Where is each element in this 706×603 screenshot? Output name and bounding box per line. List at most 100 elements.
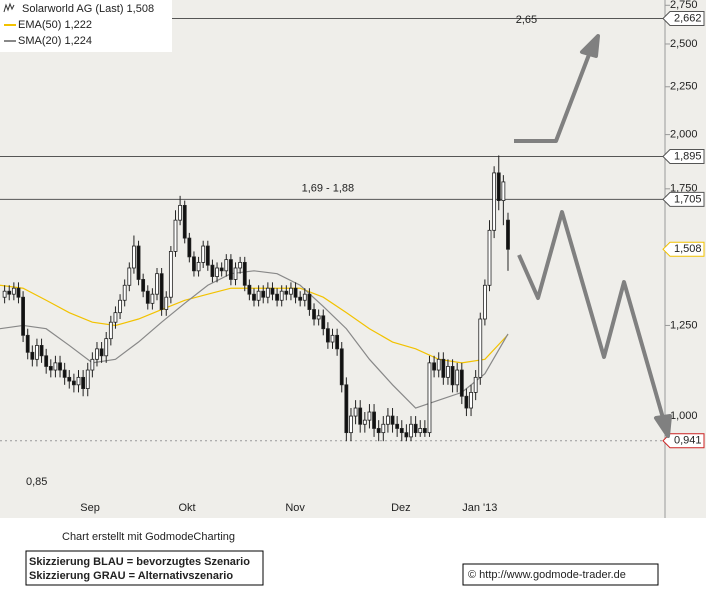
x-tick-label: Okt: [178, 502, 195, 514]
candle-body: [422, 428, 427, 434]
price-marker: [662, 10, 705, 26]
candle-body: [362, 419, 367, 425]
candle-body: [118, 299, 122, 314]
candle-body: [67, 376, 72, 382]
copyright: © http://www.godmode-trader.de: [468, 569, 626, 581]
candle-body: [132, 245, 136, 269]
y-tick-label: 2,750: [670, 0, 698, 11]
candle-body: [168, 251, 173, 298]
candle-body: [71, 380, 76, 386]
candle-body: [432, 362, 436, 371]
candle-body: [418, 428, 423, 434]
annotation: 2,65: [516, 14, 537, 26]
candle-body: [446, 366, 450, 378]
annotation: 1,69 - 1,88: [302, 183, 355, 195]
candle-body: [302, 293, 307, 301]
legend-icon: [3, 2, 15, 13]
candle-body: [35, 345, 39, 360]
candle-body: [265, 287, 270, 298]
candle-body: [395, 423, 400, 429]
price-marker: [662, 191, 705, 207]
candle-body: [270, 287, 275, 295]
y-tick-label: 1,750: [670, 183, 698, 195]
candle-body: [11, 287, 16, 295]
candle-body: [53, 362, 58, 371]
price-marker-label: 1,895: [674, 150, 702, 162]
candle-body: [293, 287, 298, 298]
candle-body: [205, 245, 210, 266]
price-marker-label: 1,508: [674, 243, 702, 255]
candle-body: [469, 392, 473, 409]
scenario-arrows: [514, 34, 672, 438]
candle-body: [58, 362, 62, 371]
copyright-box: [462, 563, 659, 586]
candle-body: [247, 284, 252, 295]
candle-body: [487, 229, 492, 286]
candle-body: [358, 407, 363, 425]
credit: Chart erstellt mit GodmodeCharting: [62, 531, 235, 543]
candle-body: [76, 376, 81, 386]
price-marker-label: 1,705: [674, 193, 702, 205]
legend-label: Solarworld AG (Last) 1,508: [22, 3, 154, 15]
x-tick-label: Sep: [80, 502, 100, 514]
candle-body: [95, 348, 99, 360]
candle-body: [210, 264, 215, 277]
candle-body: [275, 293, 279, 301]
candle-body: [307, 293, 312, 310]
candle-body: [30, 351, 35, 360]
candle-body: [353, 407, 358, 417]
candle-body: [16, 287, 21, 298]
candle-body: [122, 284, 127, 301]
candle-body: [136, 245, 141, 280]
candle-body: [113, 312, 118, 323]
price-marker-label: 2,662: [674, 12, 702, 24]
candle-body: [39, 345, 44, 357]
candle-body: [7, 290, 12, 295]
candle-body: [99, 348, 104, 357]
candle-body: [187, 237, 192, 258]
y-tick-label: 1,250: [670, 319, 698, 331]
candle-body: [242, 261, 247, 286]
candle-body: [404, 432, 409, 438]
candle-body: [90, 358, 95, 371]
candle-body: [478, 318, 483, 378]
candle-body: [316, 315, 321, 320]
candle-body: [441, 358, 446, 378]
candle-body: [155, 273, 159, 295]
candle-body: [233, 267, 238, 280]
indicator-line: [0, 270, 509, 409]
candle-body: [349, 415, 353, 434]
candle-body: [455, 369, 460, 386]
candle-body: [141, 279, 146, 292]
candle-body: [492, 172, 497, 231]
candle-body: [321, 315, 326, 330]
scenario-box: [25, 550, 264, 586]
candle-body: [409, 423, 413, 438]
plot-background: [0, 0, 706, 518]
candle-body: [219, 267, 224, 272]
candle-body: [182, 204, 187, 239]
candle-body: [127, 267, 132, 286]
candle-body: [372, 411, 376, 429]
candle-body: [279, 290, 284, 301]
candle-body: [252, 293, 256, 301]
y-tick-label: 2,250: [670, 81, 698, 93]
candle-body: [312, 309, 316, 320]
candle-body: [256, 290, 261, 301]
candle-body: [261, 290, 266, 298]
scenario-line: Skizzierung GRAU = Alternativszenario: [29, 570, 233, 582]
candle-body: [178, 204, 183, 221]
candle-body: [450, 366, 455, 386]
candle-body: [427, 362, 432, 434]
x-tick-label: Dez: [391, 502, 411, 514]
candle-body: [81, 376, 86, 389]
candle-body: [325, 328, 330, 343]
candle-body: [473, 376, 478, 393]
scenario-line: Skizzierung BLAU = bevorzugtes Szenario: [29, 556, 250, 568]
indicator-line: [0, 284, 509, 364]
candle-body: [150, 293, 155, 304]
candle-body: [145, 290, 150, 304]
candle-body: [376, 428, 381, 434]
candle-body: [85, 369, 90, 389]
